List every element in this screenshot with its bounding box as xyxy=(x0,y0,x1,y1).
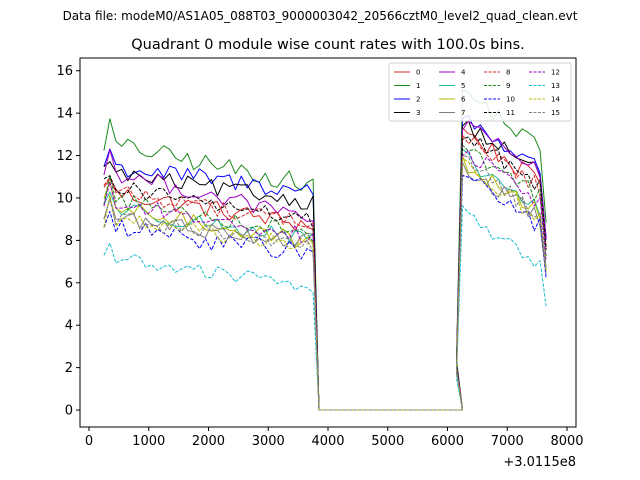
x-tick-label: 7000 xyxy=(491,434,524,449)
legend-label-6: 6 xyxy=(461,96,466,104)
legend-box xyxy=(388,62,572,122)
x-tick-label: 1000 xyxy=(132,434,165,449)
y-tick-label: 4 xyxy=(65,319,73,334)
legend-label-12: 12 xyxy=(551,69,560,77)
legend-label-13: 13 xyxy=(551,82,560,90)
plot-area: 0 1000 2000 3000 4000 5000 6000 7000 80000246810… xyxy=(56,57,584,449)
legend-label-2: 2 xyxy=(416,96,420,104)
x-tick-label: 8000 xyxy=(550,434,583,449)
x-tick-label: 0 xyxy=(85,434,93,449)
y-tick-label: 0 xyxy=(65,404,73,419)
legend-label-9: 9 xyxy=(506,82,510,90)
series-line-2 xyxy=(103,114,547,411)
series-line-14 xyxy=(103,157,547,411)
y-tick-label: 14 xyxy=(56,107,73,122)
legend-label-1: 1 xyxy=(416,82,420,90)
series-line-0 xyxy=(103,127,547,411)
series-line-15 xyxy=(103,155,547,411)
x-tick-label: 6000 xyxy=(431,434,464,449)
series-line-10 xyxy=(103,174,547,411)
legend-label-5: 5 xyxy=(461,82,465,90)
series-line-6 xyxy=(103,155,547,411)
series-line-5 xyxy=(103,148,547,411)
legend-label-3: 3 xyxy=(416,109,420,117)
x-offset-label: +3.0115e8 xyxy=(503,455,576,470)
legend-label-0: 0 xyxy=(416,69,420,77)
series-line-13 xyxy=(103,205,547,411)
legend-label-8: 8 xyxy=(506,69,510,77)
x-tick-label: 5000 xyxy=(371,434,404,449)
legend-label-14: 14 xyxy=(551,96,560,104)
y-tick-label: 16 xyxy=(56,64,73,79)
x-tick-label: 4000 xyxy=(311,434,344,449)
figure-suptitle: Data file: modeM0/AS1A05_088T03_90000030… xyxy=(63,9,578,23)
legend-label-10: 10 xyxy=(506,96,515,104)
y-tick-label: 2 xyxy=(65,361,73,376)
series-line-9 xyxy=(103,144,547,411)
legend-label-7: 7 xyxy=(461,109,465,117)
legend-label-4: 4 xyxy=(461,69,466,77)
series-line-1 xyxy=(103,89,547,411)
series-lines xyxy=(103,89,547,411)
legend-label-15: 15 xyxy=(551,109,560,117)
y-tick-label: 10 xyxy=(56,191,73,206)
x-tick-label: 3000 xyxy=(252,434,285,449)
series-line-11 xyxy=(103,136,547,411)
series-line-3 xyxy=(103,119,547,411)
y-tick-label: 12 xyxy=(56,149,73,164)
y-tick-label: 6 xyxy=(65,276,73,291)
y-tick-label: 8 xyxy=(65,234,73,249)
legend-label-11: 11 xyxy=(506,109,515,117)
x-tick-label: 2000 xyxy=(192,434,225,449)
series-line-12 xyxy=(103,150,547,411)
chart-title: Quadrant 0 module wise count rates with … xyxy=(131,37,525,53)
